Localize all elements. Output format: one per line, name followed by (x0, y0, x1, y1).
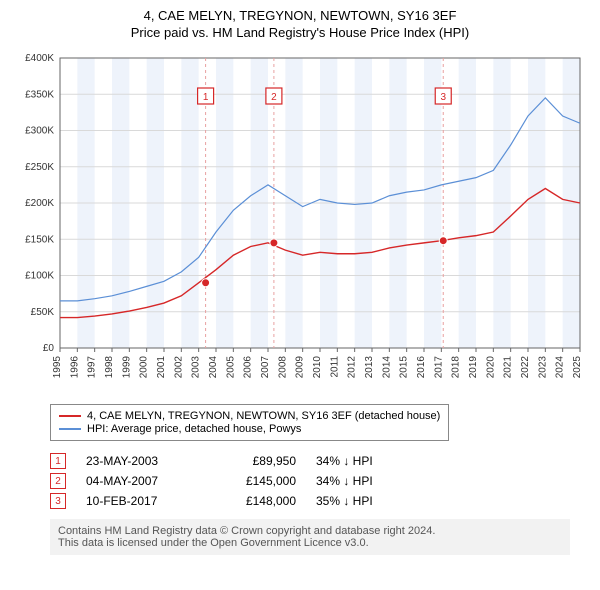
footer-line-1: Contains HM Land Registry data © Crown c… (58, 525, 562, 537)
chart-subtitle: Price paid vs. HM Land Registry's House … (10, 25, 590, 40)
svg-text:2008: 2008 (277, 356, 288, 379)
svg-text:2017: 2017 (433, 356, 444, 379)
svg-text:2019: 2019 (468, 356, 479, 379)
transaction-marker: 2 (50, 473, 66, 489)
svg-text:1999: 1999 (121, 356, 132, 379)
svg-text:2009: 2009 (295, 356, 306, 379)
svg-text:£350K: £350K (25, 89, 54, 100)
svg-text:1997: 1997 (87, 356, 98, 379)
svg-text:2006: 2006 (243, 356, 254, 379)
svg-text:1995: 1995 (52, 356, 63, 379)
transaction-table: 1 23-MAY-2003 £89,950 34% ↓ HPI 2 04-MAY-2007… (50, 453, 590, 509)
legend-swatch (59, 415, 81, 417)
chart-container: 4, CAE MELYN, TREGYNON, NEWTOWN, SY16 3E… (0, 0, 600, 563)
svg-text:2024: 2024 (555, 356, 566, 379)
svg-text:2010: 2010 (312, 356, 323, 379)
transaction-price: £89,950 (216, 454, 296, 468)
svg-text:£200K: £200K (25, 198, 54, 209)
footer-line-2: This data is licensed under the Open Gov… (58, 537, 562, 549)
svg-text:2005: 2005 (225, 356, 236, 379)
svg-text:2014: 2014 (381, 356, 392, 379)
svg-text:2022: 2022 (520, 356, 531, 379)
svg-text:3: 3 (440, 92, 446, 103)
svg-text:2016: 2016 (416, 356, 427, 379)
svg-text:£100K: £100K (25, 271, 54, 282)
chart-plot-area: £0 £50K £100K £150K £200K £250K £300K £350K £400… (10, 48, 590, 398)
svg-text:2004: 2004 (208, 356, 219, 379)
transaction-delta: 34% ↓ HPI (316, 474, 406, 488)
transaction-delta: 34% ↓ HPI (316, 454, 406, 468)
transaction-delta: 35% ↓ HPI (316, 494, 406, 508)
svg-text:2002: 2002 (173, 356, 184, 379)
svg-text:2012: 2012 (347, 356, 358, 379)
svg-text:1996: 1996 (69, 356, 80, 379)
svg-text:£50K: £50K (31, 307, 55, 318)
transaction-marker: 1 (50, 453, 66, 469)
transaction-date: 23-MAY-2003 (86, 454, 196, 468)
transaction-marker: 3 (50, 493, 66, 509)
legend: 4, CAE MELYN, TREGYNON, NEWTOWN, SY16 3E… (50, 404, 449, 441)
svg-text:2011: 2011 (329, 356, 340, 378)
svg-text:2001: 2001 (156, 356, 167, 379)
line-chart: £0 £50K £100K £150K £200K £250K £300K £350K £400… (10, 48, 590, 398)
svg-text:2020: 2020 (485, 356, 496, 379)
transaction-date: 04-MAY-2007 (86, 474, 196, 488)
svg-text:1998: 1998 (104, 356, 115, 379)
transaction-price: £145,000 (216, 474, 296, 488)
footer-attribution: Contains HM Land Registry data © Crown c… (50, 519, 570, 555)
transaction-row: 1 23-MAY-2003 £89,950 34% ↓ HPI (50, 453, 590, 469)
svg-text:2003: 2003 (191, 356, 202, 379)
transaction-price: £148,000 (216, 494, 296, 508)
svg-text:£300K: £300K (25, 126, 54, 137)
svg-text:1: 1 (203, 92, 209, 103)
svg-text:2021: 2021 (503, 356, 514, 379)
svg-text:£250K: £250K (25, 162, 54, 173)
legend-item: 4, CAE MELYN, TREGYNON, NEWTOWN, SY16 3E… (59, 410, 440, 422)
chart-title: 4, CAE MELYN, TREGYNON, NEWTOWN, SY16 3E… (10, 8, 590, 23)
svg-text:2023: 2023 (537, 356, 548, 379)
svg-text:2007: 2007 (260, 356, 271, 379)
svg-text:2013: 2013 (364, 356, 375, 379)
legend-swatch (59, 428, 81, 430)
legend-label: 4, CAE MELYN, TREGYNON, NEWTOWN, SY16 3E… (87, 410, 440, 422)
legend-item: HPI: Average price, detached house, Powy… (59, 423, 440, 435)
svg-text:2: 2 (271, 92, 277, 103)
svg-text:£150K: £150K (25, 234, 54, 245)
svg-text:2025: 2025 (572, 356, 583, 379)
transaction-date: 10-FEB-2017 (86, 494, 196, 508)
svg-text:£0: £0 (43, 343, 55, 354)
svg-text:£400K: £400K (25, 53, 54, 64)
svg-text:2018: 2018 (451, 356, 462, 379)
legend-label: HPI: Average price, detached house, Powy… (87, 423, 301, 435)
transaction-row: 3 10-FEB-2017 £148,000 35% ↓ HPI (50, 493, 590, 509)
svg-text:2015: 2015 (399, 356, 410, 379)
svg-text:2000: 2000 (139, 356, 150, 379)
transaction-row: 2 04-MAY-2007 £145,000 34% ↓ HPI (50, 473, 590, 489)
